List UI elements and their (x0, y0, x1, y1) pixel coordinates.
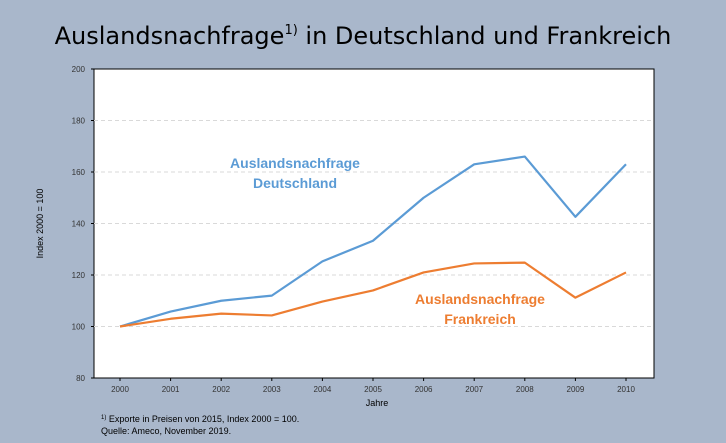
footnote-source: Quelle: Ameco, November 2019. (101, 426, 232, 436)
x-tick-label: 2010 (617, 385, 635, 394)
footnote-text: Exporte in Preisen von 2015, Index 2000 … (106, 414, 300, 424)
x-tick-label: 2004 (314, 385, 332, 394)
y-tick-label: 160 (72, 168, 86, 177)
series-label-frankreich: Frankreich (444, 311, 516, 327)
chart-title: Auslandsnachfrage1) in Deutschland und F… (0, 22, 726, 50)
series-line-deutschland (119, 155, 627, 328)
y-tick-label: 140 (72, 220, 86, 229)
x-tick-label: 2008 (516, 385, 534, 394)
y-tick-label: 100 (72, 323, 86, 332)
x-tick-label: 2009 (567, 385, 585, 394)
chart-title-main: Auslandsnachfrage (54, 22, 285, 50)
series-line-frankreich (119, 261, 627, 328)
x-tick-label: 2000 (111, 385, 129, 394)
series-label-deutschland: Auslandsnachfrage (230, 155, 360, 171)
y-tick-label: 80 (76, 374, 85, 383)
series-label-frankreich: Auslandsnachfrage (415, 291, 545, 307)
series-label-deutschland: Deutschland (253, 175, 337, 191)
y-tick-label: 120 (72, 271, 86, 280)
y-axis-title: Index 2000 = 100 (35, 189, 45, 259)
x-axis-title: Jahre (366, 398, 389, 408)
x-tick-label: 2002 (212, 385, 230, 394)
y-tick-label: 180 (72, 117, 86, 126)
y-tick-label: 200 (72, 65, 86, 74)
x-tick-label: 2001 (162, 385, 180, 394)
x-tick-label: 2006 (415, 385, 433, 394)
x-tick-label: 2005 (364, 385, 382, 394)
chart-title-rest: in Deutschland und Frankreich (297, 22, 672, 50)
x-tick-label: 2003 (263, 385, 281, 394)
footnote-line-1: 1) Exporte in Preisen von 2015, Index 20… (101, 412, 299, 425)
footnote: 1) Exporte in Preisen von 2015, Index 20… (101, 412, 299, 437)
x-tick-label: 2007 (465, 385, 483, 394)
chart-title-footnote-marker: 1) (284, 23, 298, 38)
footnote-marker: 1) (101, 415, 107, 421)
